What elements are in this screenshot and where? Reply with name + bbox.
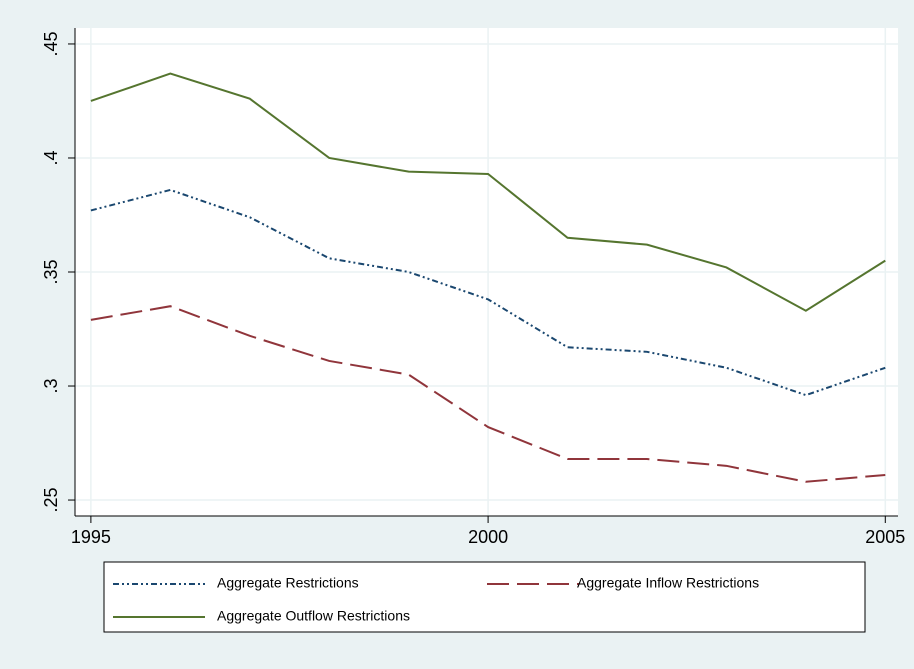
y-tick-label: .25 — [41, 488, 61, 513]
x-tick-label: 2000 — [468, 527, 508, 547]
y-tick-label: .3 — [41, 379, 61, 394]
legend-label: Aggregate Restrictions — [217, 575, 359, 591]
y-tick-label: .35 — [41, 259, 61, 284]
x-tick-label: 1995 — [71, 527, 111, 547]
series-line — [90, 188, 886, 397]
x-tick-label: 2005 — [865, 527, 905, 547]
grid — [75, 28, 898, 516]
y-tick-label: .4 — [41, 150, 61, 165]
series-line — [90, 305, 886, 483]
legend: Aggregate Restrictions Aggregate Inflow R… — [113, 575, 759, 624]
y-tick-label: .45 — [41, 31, 61, 56]
legend-box — [103, 561, 866, 633]
lines — [90, 72, 886, 483]
series-line — [90, 72, 886, 312]
legend-label: Aggregate Inflow Restrictions — [577, 575, 759, 591]
legend-label: Aggregate Outflow Restrictions — [217, 608, 410, 624]
